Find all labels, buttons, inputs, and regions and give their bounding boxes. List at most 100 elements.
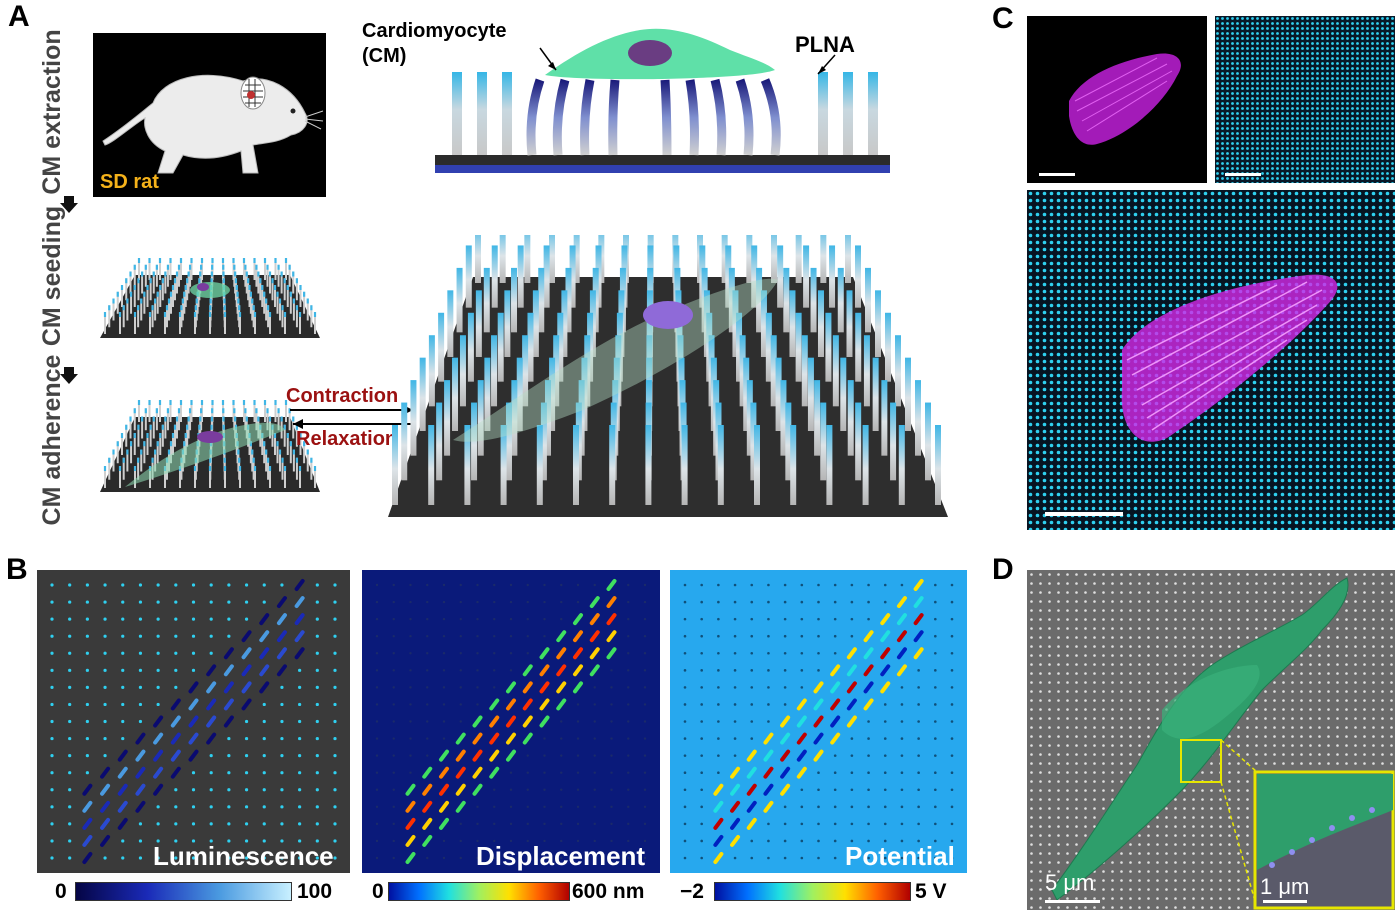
pillar-dot [280,788,284,792]
displacement-cbar-min: 0 [372,880,384,903]
pillar [717,425,724,505]
pillar-dot [576,583,580,587]
displaced-pillar-mark [796,715,807,728]
pillar [447,290,454,357]
pillar-dot [700,839,703,843]
pillar-dot [717,600,720,604]
pillar-dot [683,754,687,757]
pillar-dot [50,651,54,655]
pillar-dot [817,805,820,809]
pillar-dot [121,634,125,638]
displaced-pillar-mark [522,715,533,728]
pillar-dot [333,771,337,775]
pillar-dot [610,703,613,706]
pillar-dot [717,651,720,655]
pillar-dot [174,839,178,843]
pillar-dot [934,788,937,792]
pillar-dot [392,617,395,621]
pillar-dot [683,788,687,792]
pillar-dot [560,839,563,843]
pillar-dot [783,703,787,706]
pillar-dot [138,583,143,587]
pillar-dot [576,788,580,791]
pillar-dot [121,685,125,689]
pillar-dot [883,788,887,792]
pillar-dot [227,754,231,758]
step-arrow-2-head [60,374,78,384]
pillar [499,235,506,283]
pillar [392,425,398,505]
pillar-dot [333,583,337,587]
pillar-dot [315,651,319,655]
step-arrow-1-icon [64,196,74,204]
pillar [783,267,790,333]
displaced-pillar-mark [539,715,550,728]
pillar-dot [209,600,213,604]
pillar-dot [392,600,395,604]
pillar-dot [476,652,479,655]
pillar-dot [576,720,580,723]
displaced-pillar-mark [117,783,128,796]
pillar-dot [717,686,720,689]
pillar [456,267,463,333]
pillar-dot [409,652,412,655]
displaced-pillar-mark [82,834,93,847]
pillar-dot [883,737,887,740]
displaced-pillar-mark [241,664,252,677]
pillar-dot [733,703,737,706]
pillar [522,335,529,407]
pillar-dot [509,856,513,860]
pillar-dot [315,634,319,638]
pillar-dot [68,719,72,724]
pillar-dot [643,839,647,843]
pillar-dot [950,720,954,723]
pillar [840,357,847,431]
rat-label: SD rat [100,171,159,193]
pillar-dot [174,651,178,655]
pillar-dot [717,720,720,723]
pillar-dot [375,737,379,740]
pillar-dot [262,600,266,604]
pillar-dot [700,600,703,604]
displaced-pillar-mark [813,732,824,745]
pillar-dot [85,719,89,724]
pillar-dot [442,600,446,604]
pillar-dot [833,805,837,809]
pillar-dot [493,669,496,672]
displaced-pillar-mark [100,834,111,847]
pillar-dot [700,771,703,774]
pillar-dot [610,839,613,843]
pillar-dot [509,788,513,791]
pillar-dot [191,583,196,587]
luminescence-map-label: Luminescence [153,841,334,871]
pillar-dot [683,634,687,638]
pillar-dot [103,736,107,741]
displaced-pillar-mark [259,613,270,626]
pillar-dot [85,600,89,604]
pillar-dot [333,839,337,843]
pillar-dot [867,600,870,604]
displaced-pillar-mark [522,732,533,745]
displaced-pillar-mark [223,698,234,711]
pillar-dot [783,669,787,672]
pillar-dot [442,686,446,689]
displaced-pillar-mark [913,596,924,609]
pillar-dot [280,839,284,843]
pillar-dot [50,856,54,860]
pillar-dot [509,669,513,672]
pillar-dot [138,822,143,826]
panel-label-c: C [992,2,1014,35]
pillar [775,357,782,431]
pillar-dot [700,651,703,655]
pillar-dot [375,583,379,587]
pillar-dot [392,788,395,791]
pillar [785,402,792,481]
pillar-dot [68,805,72,809]
displaced-pillar-mark [573,681,583,694]
pillar-dot [934,583,937,587]
pillar-dot [934,737,937,740]
pillar-dot [560,805,563,809]
pillar-dot [103,634,107,638]
pillar-dot [850,754,854,757]
pillar-dot [493,839,496,843]
